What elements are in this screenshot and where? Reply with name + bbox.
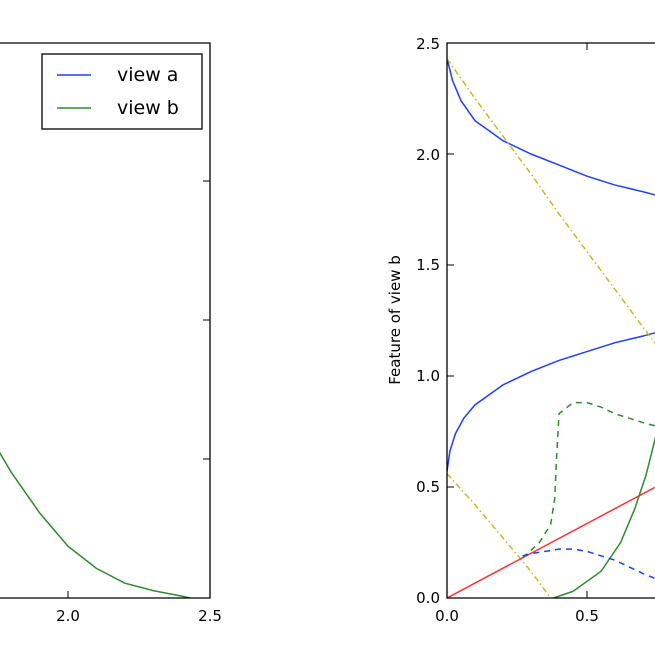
right-series-line-3 [447, 473, 552, 598]
right-y-tick-label-1.5: 1.5 [416, 256, 440, 274]
right-series-line-5 [553, 436, 655, 598]
right-series-group [447, 58, 655, 598]
legend-label-view-b: view b [117, 97, 179, 119]
right-y-tick-label-0.0: 0.0 [416, 589, 440, 607]
right-subplot: 0.0 0.5 1.0 1.5 2.0 2.5 0.0 0.5 Feature … [386, 35, 655, 625]
right-y-tick-label-1.0: 1.0 [416, 367, 440, 385]
right-x-tick-label-0.5: 0.5 [575, 607, 599, 625]
right-y-tick-label-0.5: 0.5 [416, 478, 440, 496]
legend-label-view-a: view a [117, 64, 178, 86]
right-y-tick-label-2.5: 2.5 [416, 35, 440, 53]
right-tick-marks [446, 42, 588, 599]
right-series-line-0 [447, 58, 655, 196]
right-y-axis-label: Feature of view b [386, 255, 404, 385]
right-series-line-2 [447, 58, 655, 345]
legend: view a view b [41, 53, 203, 130]
right-series-line-7 [522, 548, 655, 580]
right-x-tick-label-0.0: 0.0 [435, 607, 459, 625]
right-axes-frame [446, 42, 655, 599]
left-series-group [0, 451, 191, 598]
right-y-tick-label-2.0: 2.0 [416, 146, 440, 164]
left-tick-marks [67, 180, 211, 598]
left-x-tick-label-2.0: 2.0 [56, 607, 80, 625]
right-series-line-4 [447, 486, 655, 598]
left-series-line-0 [0, 451, 191, 598]
legend-box [41, 53, 203, 130]
left-subplot: 2.0 2.5 view a view b [0, 42, 222, 625]
right-series-line-6 [522, 401, 655, 559]
left-x-tick-label-2.5: 2.5 [198, 607, 222, 625]
right-series-line-1 [447, 332, 655, 472]
